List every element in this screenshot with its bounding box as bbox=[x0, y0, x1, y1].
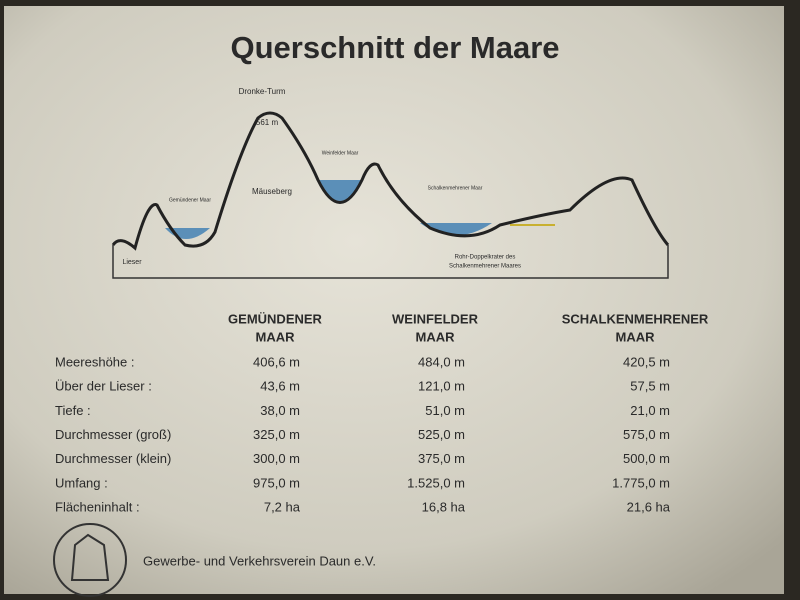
column-header: SCHALKENMEHRENER bbox=[562, 311, 709, 326]
cell: 575,0 m bbox=[623, 427, 670, 442]
footer: Gewerbe- und Verkehrsverein Daun e.V. bbox=[143, 553, 376, 568]
cell: 1.775,0 m bbox=[612, 475, 670, 490]
cell: 21,0 m bbox=[630, 403, 670, 418]
sign-board bbox=[4, 6, 784, 594]
cell: 1.525,0 m bbox=[407, 475, 465, 490]
label: Lieser bbox=[122, 259, 142, 266]
diagram-labels: Dronke-Turm 561 m Gemündener Maar Mäuseb… bbox=[122, 87, 521, 269]
cell: 375,0 m bbox=[418, 451, 465, 466]
row-label: Umfang : bbox=[55, 475, 108, 490]
column-header: MAAR bbox=[616, 329, 656, 344]
column-header: WEINFELDER bbox=[392, 311, 479, 326]
label: Schalkenmehrener Maar bbox=[428, 185, 483, 191]
label: Weinfelder Maar bbox=[322, 150, 359, 156]
row-label: Durchmesser (groß) bbox=[55, 427, 171, 442]
label: Schalkenmehrener Maares bbox=[449, 264, 521, 270]
column-header: MAAR bbox=[256, 329, 296, 344]
row-label: Durchmesser (klein) bbox=[55, 451, 171, 466]
data-table: GEMÜNDENER MAAR WEINFELDER MAAR SCHALKENMEHR… bbox=[55, 311, 709, 514]
cell: 57,5 m bbox=[630, 379, 670, 394]
row-label: Flächeninhalt : bbox=[55, 500, 140, 515]
cell: 43,6 m bbox=[260, 379, 300, 394]
label: 561 m bbox=[256, 118, 279, 127]
cell: 38,0 m bbox=[260, 403, 300, 418]
cell: 51,0 m bbox=[425, 403, 465, 418]
title: Querschnitt der Maare bbox=[230, 30, 559, 65]
cell: 121,0 m bbox=[418, 379, 465, 394]
row-label: Über der Lieser : bbox=[55, 379, 152, 394]
cross-section bbox=[111, 111, 670, 279]
label: Dronke-Turm bbox=[239, 87, 286, 96]
cell: 406,6 m bbox=[253, 354, 300, 369]
cell: 300,0 m bbox=[253, 451, 300, 466]
label: Rohr-Doppelkrater des bbox=[455, 255, 516, 261]
cell: 21,6 ha bbox=[627, 500, 671, 515]
cell: 484,0 m bbox=[418, 354, 465, 369]
cell: 500,0 m bbox=[623, 451, 670, 466]
profile-line bbox=[111, 111, 670, 251]
cell: 16,8 ha bbox=[422, 500, 466, 515]
cell: 525,0 m bbox=[418, 427, 465, 442]
logo-ring bbox=[53, 523, 127, 597]
label: Mäuseberg bbox=[252, 187, 292, 196]
logo-icon bbox=[70, 533, 110, 581]
cell: 975,0 m bbox=[253, 475, 300, 490]
logo bbox=[53, 523, 127, 597]
label: Gemündener Maar bbox=[169, 197, 211, 203]
row-label: Tiefe : bbox=[55, 403, 91, 418]
row-label: Meereshöhe : bbox=[55, 354, 135, 369]
section-box bbox=[112, 245, 669, 279]
cell: 7,2 ha bbox=[264, 500, 301, 515]
cell: 420,5 m bbox=[623, 354, 670, 369]
cell: 325,0 m bbox=[253, 427, 300, 442]
column-header: GEMÜNDENER bbox=[228, 311, 323, 326]
column-header: MAAR bbox=[416, 329, 456, 344]
